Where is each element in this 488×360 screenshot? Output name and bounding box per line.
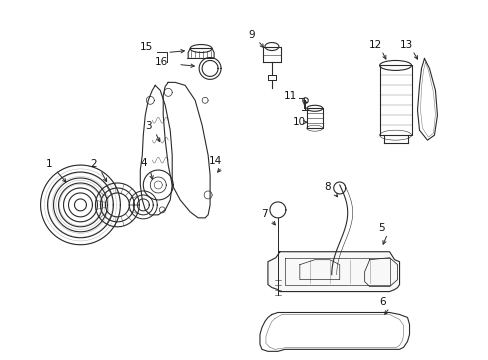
Text: 16: 16 [154,58,167,67]
Text: 7: 7 [260,209,267,219]
Text: 4: 4 [140,158,146,168]
Text: 3: 3 [144,121,151,131]
Text: 2: 2 [90,159,97,169]
Text: 1: 1 [46,159,53,169]
Text: 10: 10 [293,117,306,127]
Text: 11: 11 [284,91,297,101]
Polygon shape [267,252,399,292]
Text: 5: 5 [378,223,384,233]
Text: 14: 14 [208,156,221,166]
Text: 8: 8 [324,182,330,192]
Text: 9: 9 [248,30,255,40]
Text: 12: 12 [368,40,382,50]
Text: 6: 6 [379,297,385,306]
Text: 13: 13 [399,40,412,50]
Text: 15: 15 [140,41,153,51]
